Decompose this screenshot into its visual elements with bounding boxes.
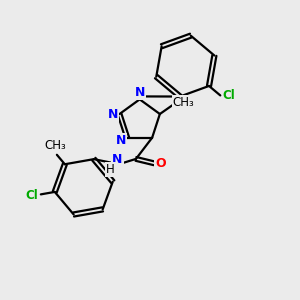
Text: Cl: Cl: [25, 189, 38, 202]
Text: N: N: [108, 107, 118, 121]
Text: H: H: [106, 163, 115, 176]
Text: CH₃: CH₃: [172, 96, 194, 109]
Text: CH₃: CH₃: [44, 140, 66, 152]
Text: N: N: [116, 134, 126, 147]
Text: O: O: [155, 157, 166, 170]
Text: Cl: Cl: [223, 89, 236, 102]
Text: N: N: [112, 153, 123, 166]
Text: N: N: [134, 86, 145, 99]
